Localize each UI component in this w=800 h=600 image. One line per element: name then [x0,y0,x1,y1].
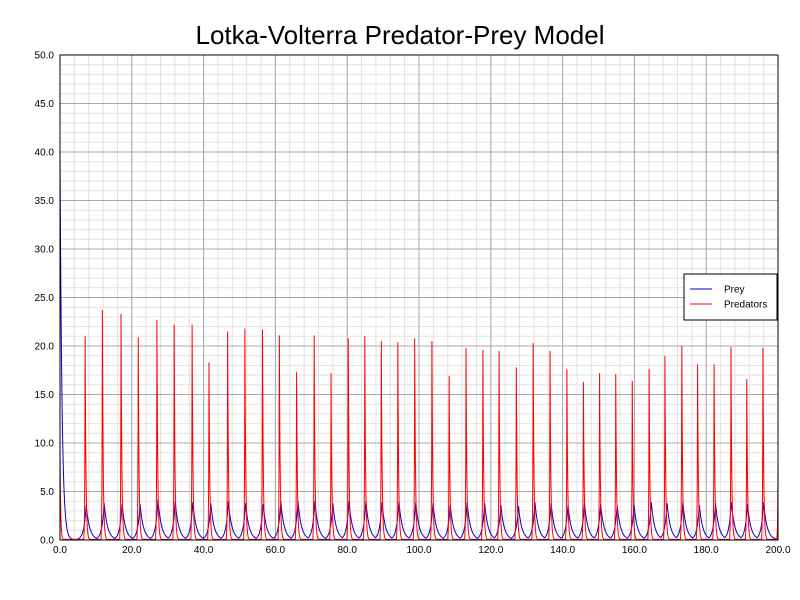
y-tick-label: 5.0 [40,487,54,498]
series-line-predators [59,310,779,540]
x-tick-label: 200.0 [765,545,790,556]
y-tick-label: 35.0 [35,196,55,207]
plot-frame [59,54,779,541]
axis-layer: 0.0 20.0 40.0 60.0 80.0 100.0 120.0 140.0 160.0 1… [35,51,791,557]
legend-label: Prey [724,285,745,296]
x-tick-label: 80.0 [337,545,357,556]
x-tick-label: 120.0 [478,545,503,556]
x-tick-label: 100.0 [406,545,431,556]
x-tick-label: 140.0 [550,545,575,556]
major-gridlines [59,54,779,541]
x-tick-label: 40.0 [194,545,214,556]
y-tick-label: 30.0 [35,245,55,256]
y-tick-label: 0.0 [40,536,54,547]
legend: Prey Predators [683,273,778,321]
y-tick-label: 10.0 [35,439,55,450]
y-tick-label: 25.0 [35,293,55,304]
y-tick-label: 45.0 [35,99,55,110]
x-tick-label: 60.0 [266,545,286,556]
x-tick-label: 180.0 [694,545,719,556]
y-tick-label: 40.0 [35,148,55,159]
y-tick-label: 50.0 [35,51,55,62]
legend-label: Predators [724,300,767,311]
y-tick-label: 20.0 [35,342,55,353]
legend-box [683,273,778,321]
x-tick-label: 160.0 [622,545,647,556]
series-layer [59,151,779,540]
y-tick-label: 15.0 [35,390,55,401]
x-tick-label: 20.0 [122,545,142,556]
chart-title: Lotka-Volterra Predator-Prey Model [195,20,605,50]
series-line-prey [59,151,778,540]
x-tick-label: 0.0 [53,545,67,556]
